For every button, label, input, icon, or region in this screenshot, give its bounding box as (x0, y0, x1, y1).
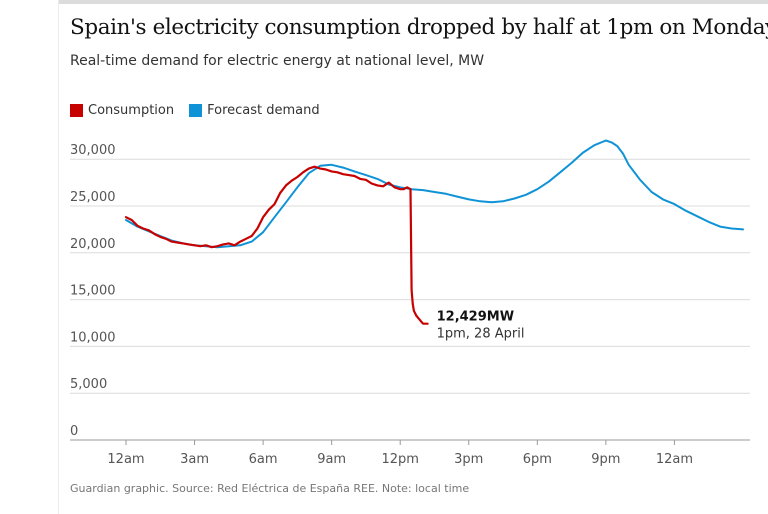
x-tick-label: 3pm (454, 452, 483, 467)
left-rule (58, 0, 59, 514)
y-tick-label: 5,000 (70, 377, 107, 392)
x-tick-label: 12am (107, 452, 144, 467)
chart-legend: Consumption Forecast demand (70, 103, 335, 118)
legend-item-forecast: Forecast demand (189, 103, 320, 118)
x-tick-label: 12am (656, 452, 693, 467)
series-line-consumption (124, 165, 429, 325)
legend-label-forecast: Forecast demand (207, 103, 320, 118)
annotation-time: 1pm, 28 April (437, 327, 525, 342)
y-tick-label: 25,000 (70, 190, 116, 205)
chart-title: Spain's electricity consumption dropped … (70, 15, 768, 40)
y-tick-label: 0 (70, 424, 78, 439)
x-tick-label: 6pm (523, 452, 552, 467)
source-note: Guardian graphic. Source: Red Eléctrica … (70, 482, 470, 495)
annotation-value: 12,429MW (437, 310, 514, 325)
x-tick-label: 3am (180, 452, 209, 467)
chart-subtitle: Real-time demand for electric energy at … (70, 53, 485, 69)
legend-swatch-consumption (70, 104, 83, 117)
x-tick-label: 12pm (381, 452, 418, 467)
y-tick-label: 10,000 (70, 330, 116, 345)
series-line-forecast (125, 139, 744, 249)
x-tick-label: 9pm (591, 452, 620, 467)
legend-swatch-forecast (189, 104, 203, 117)
legend-label-consumption: Consumption (88, 103, 175, 118)
y-tick-label: 15,000 (70, 284, 116, 299)
x-tick-label: 6am (249, 452, 278, 467)
legend-item-consumption: Consumption (70, 103, 174, 118)
top-rule (58, 0, 768, 4)
y-tick-label: 20,000 (70, 237, 116, 252)
x-tick-label: 9am (317, 452, 346, 467)
y-tick-label: 30,000 (70, 143, 116, 158)
